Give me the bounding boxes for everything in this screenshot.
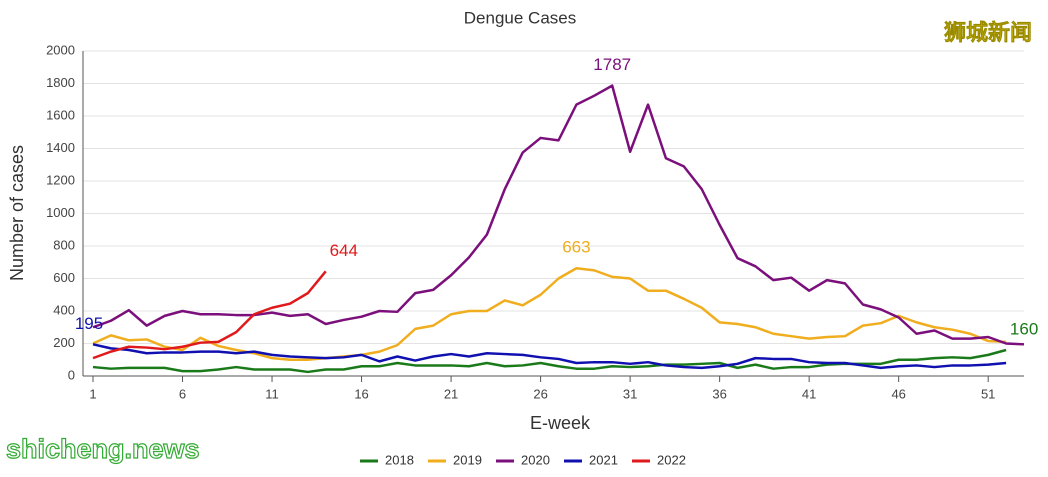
y-tick-label: 800: [53, 237, 75, 252]
data-label: 160: [1010, 319, 1038, 338]
legend-label: 2020: [521, 452, 550, 467]
series-line: [92, 343, 1007, 370]
y-tick-label: 1400: [46, 140, 75, 155]
data-label: 644: [330, 241, 358, 260]
x-tick-label: 46: [891, 386, 905, 401]
y-tick-label: 200: [53, 335, 75, 350]
y-axis-label: Number of cases: [7, 145, 27, 281]
legend-label: 2018: [385, 452, 414, 467]
x-tick-label: 41: [802, 386, 816, 401]
series-line: [92, 270, 327, 360]
y-tick-label: 1800: [46, 75, 75, 90]
x-tick-label: 21: [444, 386, 458, 401]
legend-label: 2022: [657, 452, 686, 467]
y-tick-label: 1000: [46, 205, 75, 220]
data-label: 1787: [593, 55, 631, 74]
x-axis-label: E-week: [530, 413, 591, 433]
series-line: [92, 84, 1025, 346]
y-tick-label: 1600: [46, 107, 75, 122]
y-tick-label: 2000: [46, 42, 75, 57]
legend-label: 2021: [589, 452, 618, 467]
y-tick-label: 600: [53, 270, 75, 285]
x-tick-label: 11: [265, 386, 279, 401]
x-tick-label: 16: [354, 386, 368, 401]
y-tick-label: 1200: [46, 172, 75, 187]
data-label: 663: [562, 238, 590, 257]
y-tick-label: 0: [68, 367, 75, 382]
y-tick-label: 400: [53, 302, 75, 317]
x-tick-label: 36: [712, 386, 726, 401]
watermark: 狮城新闻: [944, 20, 1032, 45]
legend-label: 2019: [453, 452, 482, 467]
x-tick-label: 51: [981, 386, 995, 401]
x-tick-label: 1: [89, 386, 96, 401]
x-tick-label: 6: [179, 386, 186, 401]
x-tick-label: 26: [533, 386, 547, 401]
data-label: 195: [75, 314, 103, 333]
x-tick-label: 31: [623, 386, 637, 401]
chart-title: Dengue Cases: [464, 8, 576, 27]
watermark: shicheng.news: [6, 434, 200, 464]
